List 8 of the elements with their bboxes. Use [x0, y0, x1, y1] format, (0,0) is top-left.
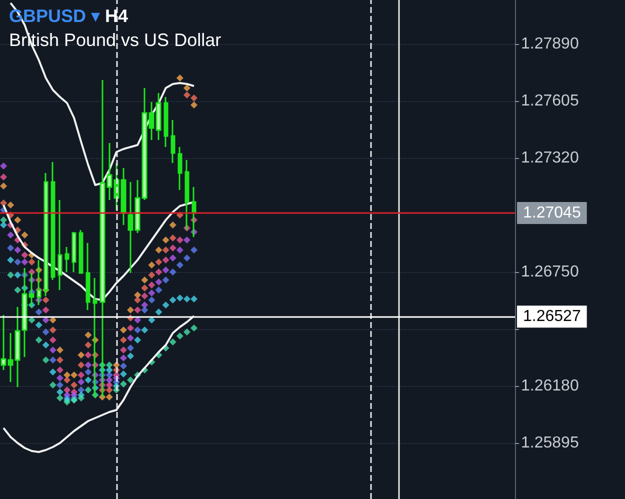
- ref-line-label: 1.26527: [523, 308, 581, 326]
- y-tick-label: 1.27320: [521, 150, 579, 166]
- y-tick-label: 1.27890: [521, 36, 579, 52]
- y-tick-label: 1.26750: [521, 264, 579, 280]
- y-tick-label: 1.27605: [521, 92, 579, 110]
- ref-line-label: 1.27045: [523, 204, 581, 222]
- y-tick-label: 1.25895: [521, 434, 579, 452]
- y-tick-label: 1.26180: [521, 378, 579, 394]
